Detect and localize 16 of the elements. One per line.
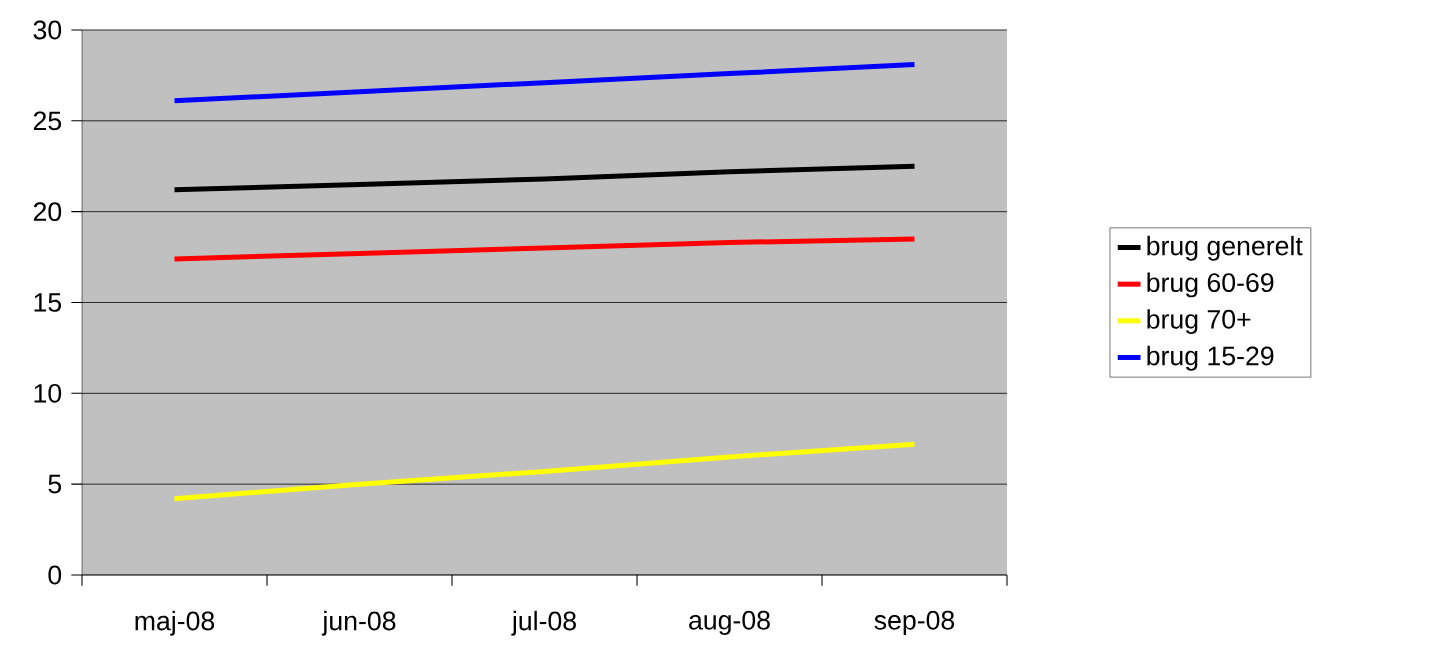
legend-label: brug generelt	[1147, 235, 1303, 261]
y-tick-label: 0	[48, 565, 62, 585]
legend-label: brug 15-29	[1147, 345, 1274, 371]
x-tick-label: aug-08	[689, 610, 770, 635]
y-tick-label: 5	[48, 474, 62, 494]
x-tick-label: maj-08	[135, 610, 215, 636]
y-tick-label: 20	[33, 202, 62, 222]
y-tick-label: 15	[34, 293, 62, 312]
y-tick-label: 25	[33, 111, 62, 131]
x-tick-label: jul-08	[511, 610, 576, 636]
legend-label: brug 60-69	[1147, 272, 1274, 298]
x-tick-label: jun-08	[321, 610, 396, 636]
y-tick-label: 30	[33, 20, 62, 40]
y-tick-label: 10	[34, 383, 62, 403]
legend-label: brug 70+	[1147, 309, 1251, 335]
x-tick-label: sep-08	[874, 610, 955, 635]
